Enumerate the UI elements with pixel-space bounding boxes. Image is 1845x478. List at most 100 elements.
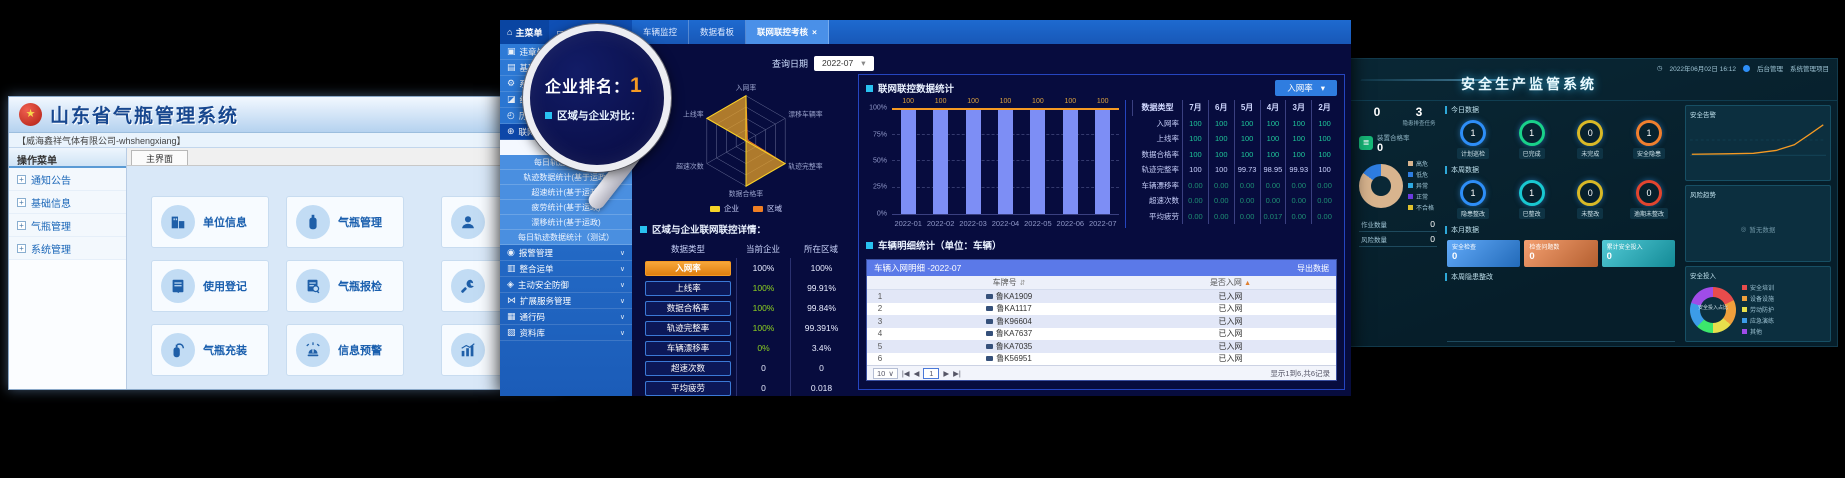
expand-plus-icon[interactable]: + (17, 243, 26, 253)
data-type-button[interactable]: 超速次数 (645, 360, 731, 376)
vehicle-table-row[interactable]: 1 鲁KA1909 已入网 (867, 290, 1336, 303)
page-number-input[interactable]: 1 (923, 367, 940, 379)
nav-tab-main-menu[interactable]: ⌂ 主菜单 (500, 20, 550, 44)
card-cylinder-inspect[interactable]: 气瓶报检 (286, 260, 404, 312)
risk-trend-panel: 风险趋势 ◎ 暂无数据 (1685, 185, 1831, 262)
user-avatar-icon (1743, 64, 1750, 72)
month-stat-card[interactable]: 安全检查 0 (1447, 240, 1521, 267)
query-date-value: 2022-07 (822, 58, 854, 68)
data-type-button[interactable]: 轨迹完整率 (645, 320, 731, 336)
region-compare-panel: 入网率 漂移车辆率 轨迹完整率 数据合格率 超速次数 上线率 企业 (640, 78, 852, 396)
alarm-line-chart (1690, 124, 1826, 156)
network-status: 已入网 (1218, 304, 1243, 314)
close-icon[interactable]: × (812, 27, 818, 37)
header-dept[interactable]: 系统管理项目 (1790, 66, 1829, 73)
prev-page-button[interactable]: ◀ (913, 368, 920, 378)
vehicle-network-table: 车辆入网明细 -2022-07 导出数据 车牌号 ⇵ 是否入网 ▲ (866, 259, 1337, 381)
query-date-select[interactable]: 2022-07 ▾ (814, 56, 874, 71)
metric-dropdown-value: 入网率 (1287, 83, 1313, 93)
expand-plus-icon[interactable]: + (17, 197, 26, 207)
legend-item: 正常 (1408, 192, 1434, 201)
center-menu-item[interactable]: ⋈ 扩展服务管理 ∨ (500, 293, 632, 309)
next-page-button[interactable]: ▶ (943, 368, 950, 378)
wrench-icon (451, 269, 485, 303)
top-tab[interactable]: 数据看板 (689, 20, 747, 44)
alarm-panel: 安全告警 (1685, 105, 1831, 182)
region-value: 0.018 (790, 378, 852, 396)
gauge-label: 已整改 (1518, 208, 1545, 219)
month-col-header: 6月 (1207, 100, 1234, 116)
section-bullet-icon (866, 241, 873, 249)
top-tab-active[interactable]: 联网联控考核 × (746, 20, 830, 44)
chevron-down-icon: ∨ (619, 281, 625, 289)
center-menu-item[interactable]: ▧ 资料库 ∨ (500, 325, 632, 341)
vehicle-table-row[interactable]: 3 鲁K96604 已入网 (867, 315, 1336, 328)
menu-item-label: 主动安全防御 (517, 279, 569, 290)
card-unit-info[interactable]: 单位信息 (151, 196, 269, 248)
submenu-item-label: 每日轨迹数据统计（测试） (518, 232, 614, 242)
card-cylinder-filling[interactable]: 气瓶充装 (151, 324, 269, 376)
legend-item: 不合格 (1408, 203, 1434, 212)
page-size-select[interactable]: 10 ∨ (873, 367, 898, 379)
card-info-warning[interactable]: 信息预警 (286, 324, 404, 376)
center-menu-item[interactable]: ▥ 整合运单 ∨ (500, 261, 632, 277)
center-submenu-item[interactable]: 轨迹数据统计(基于运政) (500, 170, 632, 185)
chevron-down-icon: ∨ (619, 265, 625, 273)
menu-item-icon: ◉ (507, 247, 515, 257)
sidebar-tree-item[interactable]: + 通知公告 (9, 168, 126, 191)
tab-main-view[interactable]: 主界面 (131, 150, 189, 165)
center-submenu-item[interactable]: 漂移统计(基于运政) (500, 215, 632, 230)
first-page-button[interactable]: |◀ (901, 368, 910, 378)
center-submenu-item[interactable]: 疲劳统计(基于运政) (500, 200, 632, 215)
menu-item-label: 扩展服务管理 (520, 295, 572, 306)
legend-swatch (710, 205, 720, 212)
data-type-button[interactable]: 上线率 (645, 280, 731, 296)
x-axis-label: 2022-03 (959, 219, 987, 228)
data-type-button[interactable]: 车辆漂移率 (645, 340, 731, 356)
sort-asc-icon[interactable]: ▲ (1244, 280, 1252, 287)
expand-plus-icon[interactable]: + (17, 220, 26, 230)
menu-item-icon: ⋈ (507, 295, 516, 305)
kpi-dashboard: 查询日期 2022-07 ▾ (632, 44, 1351, 396)
left-sidebar: 操作菜单 + 通知公告 + 基础信息 (9, 148, 127, 389)
metric-label: 入网率 (1156, 118, 1180, 128)
header-user[interactable]: 后台管理 (1757, 66, 1783, 73)
sidebar-tree-item[interactable]: + 基础信息 (9, 191, 126, 214)
month-stat-card[interactable]: 检查问题数 0 (1524, 240, 1598, 267)
vehicle-table-row[interactable]: 4 鲁KA7637 已入网 (867, 328, 1336, 341)
gauge-ring: 1 (1635, 120, 1662, 146)
card-use-register[interactable]: 使用登记 (151, 260, 269, 312)
center-submenu-item[interactable]: 每日轨迹数据统计（测试） (500, 230, 632, 245)
vehicle-table-row[interactable]: 2 鲁KA1117 已入网 (867, 303, 1336, 316)
month-table-row: 平均疲劳 0.00 0.00 0.00 0.017 0.00 0.00 (1132, 208, 1337, 224)
center-menu-item[interactable]: ◉ 报警管理 ∨ (500, 245, 632, 261)
export-data-button[interactable]: 导出数据 (1297, 263, 1329, 273)
sort-icon[interactable]: ⇵ (1019, 279, 1026, 287)
month-col-header: 7月 (1182, 100, 1208, 116)
top-tab[interactable]: 车辆监控 (632, 20, 690, 44)
expand-plus-icon[interactable]: + (17, 174, 26, 184)
data-type-button[interactable]: 数据合格率 (645, 300, 731, 316)
vehicle-table-row[interactable]: 6 鲁K56951 已入网 (867, 353, 1336, 366)
data-type-button[interactable]: 入网率 (645, 260, 731, 276)
center-menu-item[interactable]: ▦ 通行码 ∨ (500, 309, 632, 325)
bar: 100 (893, 98, 923, 214)
metric-dropdown[interactable]: 入网率 ▾ (1275, 80, 1337, 96)
detail-table-row: 数据合格率 100% 99.84% (640, 298, 852, 318)
status-column-header[interactable]: 是否入网 ▲ (1209, 278, 1252, 287)
center-menu-item[interactable]: ◈ 主动安全防御 ∨ (500, 277, 632, 293)
last-page-button[interactable]: ▶| (953, 368, 961, 378)
plate-number: 鲁KA7637 (995, 329, 1033, 339)
sidebar-tree-item[interactable]: + 气瓶管理 (9, 214, 126, 237)
menu-item-icon: ◴ (507, 110, 515, 120)
month-table-row: 轨迹完整率 100 100 99.73 98.95 99.93 100 (1132, 162, 1337, 178)
month-stat-card[interactable]: 累计安全投入 0 (1601, 240, 1675, 267)
sidebar-tree-item[interactable]: + 系统管理 (9, 237, 126, 260)
region-value: 99.391% (790, 318, 852, 338)
plate-column-header[interactable]: 车牌号 ⇵ (992, 278, 1026, 287)
card-cylinder-mgmt[interactable]: 气瓶管理 (286, 196, 404, 248)
data-type-button[interactable]: 平均疲劳 (645, 380, 731, 396)
ring-gauge: 0 逾期未整改 (1623, 180, 1675, 219)
gauge-label: 未整改 (1577, 208, 1604, 219)
vehicle-table-row[interactable]: 5 鲁KA7035 已入网 (867, 340, 1336, 353)
